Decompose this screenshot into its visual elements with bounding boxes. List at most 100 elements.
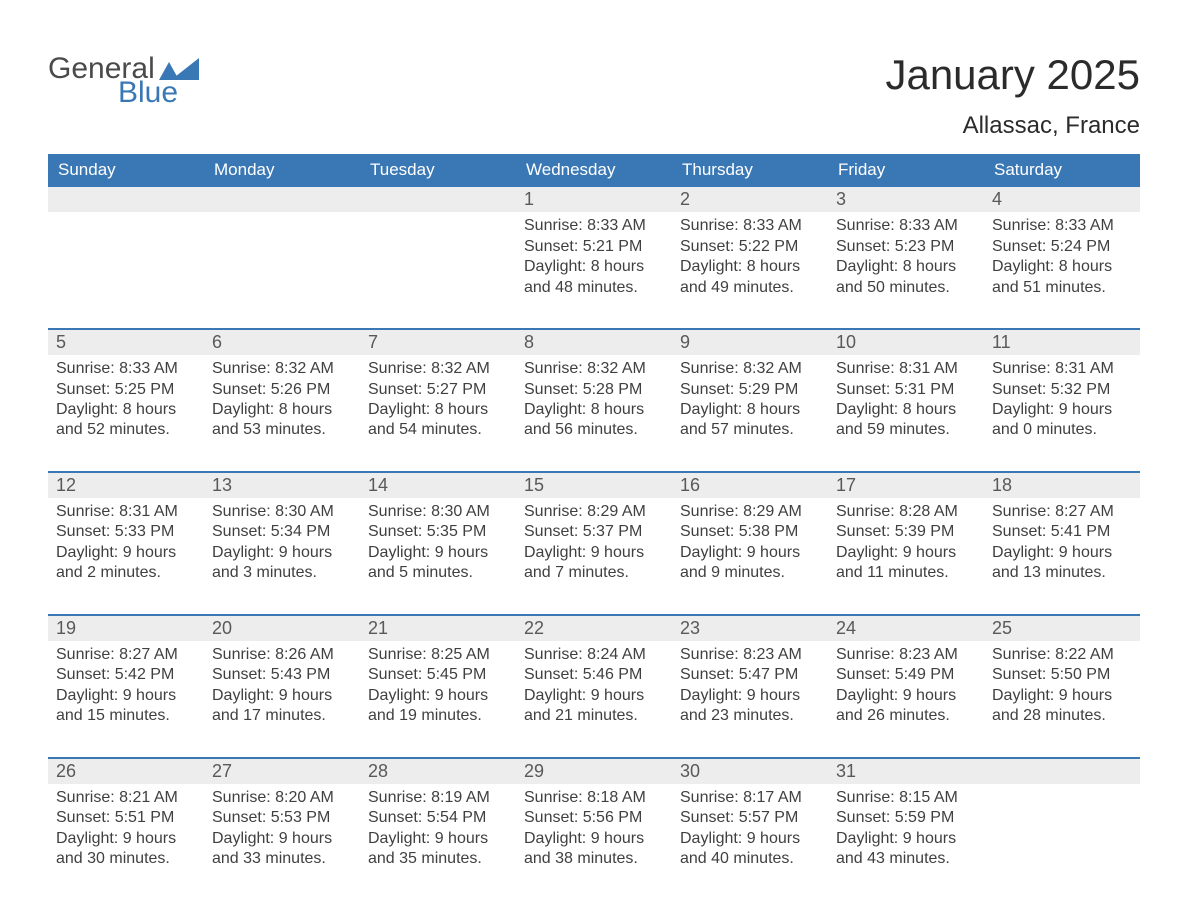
day-number: 8 (516, 330, 672, 355)
day-number-empty (204, 187, 360, 212)
day-number: 11 (984, 330, 1140, 355)
daylight-line: Daylight: 8 hours (680, 400, 820, 420)
daylight-line-2: and 49 minutes. (680, 278, 820, 298)
sunset-line: Sunset: 5:27 PM (368, 380, 508, 400)
day-cell: Sunrise: 8:27 AMSunset: 5:42 PMDaylight:… (48, 641, 204, 757)
daylight-line-2: and 13 minutes. (992, 563, 1132, 583)
daylight-line: Daylight: 8 hours (56, 400, 196, 420)
day-cell: Sunrise: 8:22 AMSunset: 5:50 PMDaylight:… (984, 641, 1140, 757)
sunrise-line: Sunrise: 8:29 AM (524, 502, 664, 522)
day-number: 26 (48, 759, 204, 784)
sunrise-line: Sunrise: 8:33 AM (836, 216, 976, 236)
daylight-line-2: and 50 minutes. (836, 278, 976, 298)
sunset-line: Sunset: 5:37 PM (524, 522, 664, 542)
dow-header-row: SundayMondayTuesdayWednesdayThursdayFrid… (48, 154, 1140, 187)
sunrise-line: Sunrise: 8:31 AM (836, 359, 976, 379)
day-number: 2 (672, 187, 828, 212)
brand-word2: Blue (118, 76, 199, 110)
sunrise-line: Sunrise: 8:29 AM (680, 502, 820, 522)
daylight-line: Daylight: 9 hours (56, 686, 196, 706)
week-row: 262728293031Sunrise: 8:21 AMSunset: 5:51… (48, 757, 1140, 900)
sunset-line: Sunset: 5:32 PM (992, 380, 1132, 400)
sunrise-line: Sunrise: 8:19 AM (368, 788, 508, 808)
day-cell: Sunrise: 8:32 AMSunset: 5:26 PMDaylight:… (204, 355, 360, 471)
day-number: 7 (360, 330, 516, 355)
sunrise-line: Sunrise: 8:32 AM (680, 359, 820, 379)
day-cell: Sunrise: 8:20 AMSunset: 5:53 PMDaylight:… (204, 784, 360, 900)
day-cell-empty (48, 212, 204, 328)
sunrise-line: Sunrise: 8:33 AM (992, 216, 1132, 236)
day-cell: Sunrise: 8:30 AMSunset: 5:35 PMDaylight:… (360, 498, 516, 614)
week-row: 12131415161718Sunrise: 8:31 AMSunset: 5:… (48, 471, 1140, 614)
day-cell: Sunrise: 8:31 AMSunset: 5:31 PMDaylight:… (828, 355, 984, 471)
sunset-line: Sunset: 5:47 PM (680, 665, 820, 685)
day-number: 13 (204, 473, 360, 498)
sunrise-line: Sunrise: 8:32 AM (368, 359, 508, 379)
sunrise-line: Sunrise: 8:32 AM (212, 359, 352, 379)
daylight-line-2: and 54 minutes. (368, 420, 508, 440)
day-number-empty (48, 187, 204, 212)
sunset-line: Sunset: 5:24 PM (992, 237, 1132, 257)
daylight-line: Daylight: 8 hours (836, 400, 976, 420)
daylight-line: Daylight: 9 hours (524, 686, 664, 706)
dow-header-wednesday: Wednesday (516, 154, 672, 187)
sunset-line: Sunset: 5:51 PM (56, 808, 196, 828)
week-row: 1234Sunrise: 8:33 AMSunset: 5:21 PMDayli… (48, 187, 1140, 328)
sunrise-line: Sunrise: 8:17 AM (680, 788, 820, 808)
daylight-line: Daylight: 8 hours (680, 257, 820, 277)
daylight-line: Daylight: 8 hours (524, 257, 664, 277)
day-cell: Sunrise: 8:29 AMSunset: 5:37 PMDaylight:… (516, 498, 672, 614)
day-number: 31 (828, 759, 984, 784)
day-cell: Sunrise: 8:23 AMSunset: 5:47 PMDaylight:… (672, 641, 828, 757)
daylight-line-2: and 21 minutes. (524, 706, 664, 726)
day-cell-empty (360, 212, 516, 328)
daylight-line: Daylight: 9 hours (368, 543, 508, 563)
dow-header-tuesday: Tuesday (360, 154, 516, 187)
sunrise-line: Sunrise: 8:24 AM (524, 645, 664, 665)
day-cell: Sunrise: 8:24 AMSunset: 5:46 PMDaylight:… (516, 641, 672, 757)
sunset-line: Sunset: 5:56 PM (524, 808, 664, 828)
sunrise-line: Sunrise: 8:23 AM (680, 645, 820, 665)
daylight-line-2: and 7 minutes. (524, 563, 664, 583)
sunrise-line: Sunrise: 8:31 AM (56, 502, 196, 522)
sunrise-line: Sunrise: 8:28 AM (836, 502, 976, 522)
daylight-line-2: and 52 minutes. (56, 420, 196, 440)
daylight-line: Daylight: 9 hours (836, 829, 976, 849)
brand-flag-icon (159, 58, 199, 80)
daylight-line: Daylight: 9 hours (992, 543, 1132, 563)
daylight-line-2: and 5 minutes. (368, 563, 508, 583)
daylight-line-2: and 2 minutes. (56, 563, 196, 583)
day-cell: Sunrise: 8:19 AMSunset: 5:54 PMDaylight:… (360, 784, 516, 900)
title-block: January 2025 Allassac, France (885, 52, 1140, 140)
day-cell-empty (984, 784, 1140, 900)
day-number: 4 (984, 187, 1140, 212)
daylight-line-2: and 9 minutes. (680, 563, 820, 583)
dow-header-saturday: Saturday (984, 154, 1140, 187)
daylight-line-2: and 48 minutes. (524, 278, 664, 298)
day-number: 9 (672, 330, 828, 355)
sunrise-line: Sunrise: 8:31 AM (992, 359, 1132, 379)
sunset-line: Sunset: 5:29 PM (680, 380, 820, 400)
day-number: 30 (672, 759, 828, 784)
day-number: 5 (48, 330, 204, 355)
sunset-line: Sunset: 5:45 PM (368, 665, 508, 685)
dow-header-friday: Friday (828, 154, 984, 187)
daylight-line-2: and 57 minutes. (680, 420, 820, 440)
header-row: General Blue January 2025 Allassac, Fran… (48, 52, 1140, 140)
daylight-line: Daylight: 9 hours (836, 543, 976, 563)
day-cell-empty (204, 212, 360, 328)
sunrise-line: Sunrise: 8:33 AM (56, 359, 196, 379)
daylight-line-2: and 51 minutes. (992, 278, 1132, 298)
sunset-line: Sunset: 5:41 PM (992, 522, 1132, 542)
sunset-line: Sunset: 5:57 PM (680, 808, 820, 828)
sunset-line: Sunset: 5:39 PM (836, 522, 976, 542)
day-number: 22 (516, 616, 672, 641)
daylight-line: Daylight: 9 hours (368, 829, 508, 849)
sunrise-line: Sunrise: 8:22 AM (992, 645, 1132, 665)
sunrise-line: Sunrise: 8:21 AM (56, 788, 196, 808)
daylight-line-2: and 53 minutes. (212, 420, 352, 440)
sunrise-line: Sunrise: 8:15 AM (836, 788, 976, 808)
daylight-line: Daylight: 9 hours (992, 400, 1132, 420)
day-cell: Sunrise: 8:28 AMSunset: 5:39 PMDaylight:… (828, 498, 984, 614)
sunrise-line: Sunrise: 8:33 AM (524, 216, 664, 236)
